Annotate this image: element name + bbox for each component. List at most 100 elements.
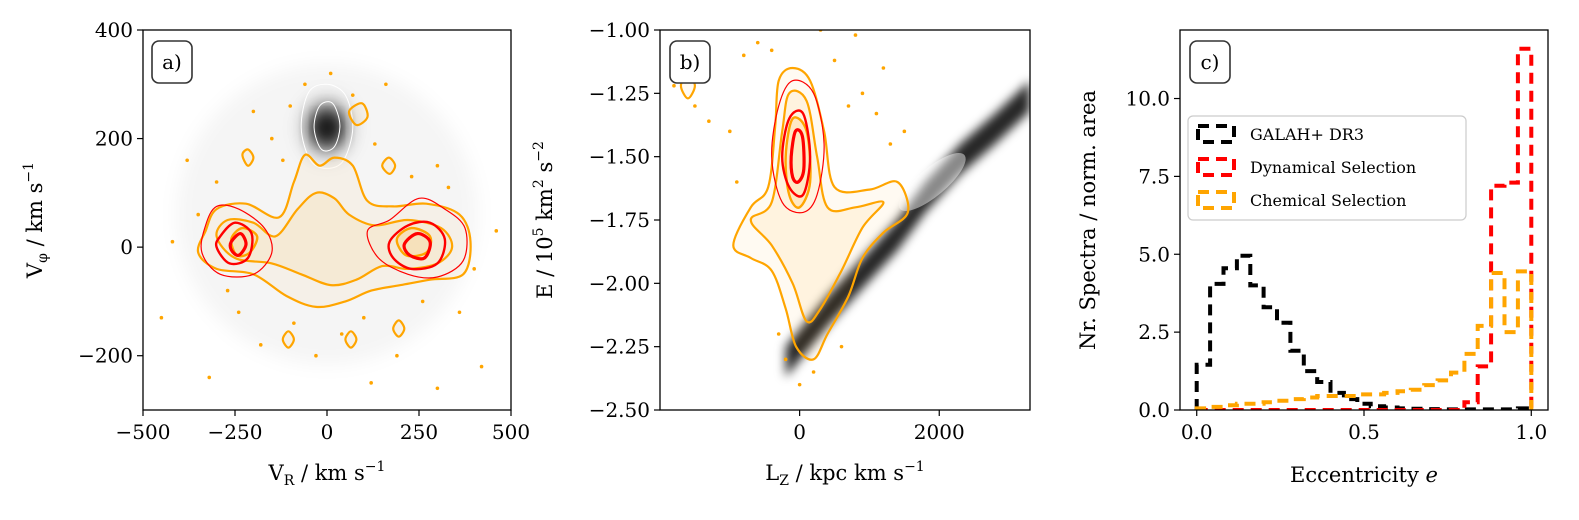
panel-c-x-ticks: 0.0 0.5 1.0 (1181, 410, 1547, 444)
panel-c-tag: c) (1189, 40, 1231, 84)
panel-c-y-tick-label: 5.0 (1138, 242, 1170, 266)
dynamical-contour (366, 197, 468, 279)
chemical-contour (347, 102, 369, 127)
panel-b-y-ticks: −2.50 −2.25 −2.00 −1.75 −1.50 −1.25 −1.00 (589, 18, 660, 422)
chemical-scatter-point (457, 310, 462, 315)
panel-a-dynamical-contours (200, 197, 468, 279)
chemical-contour (281, 330, 295, 349)
halo-contour (300, 83, 354, 169)
panel-b-y-tick-label: −1.75 (589, 208, 650, 232)
halo-contour (313, 101, 341, 152)
chemical-scatter-point (258, 343, 263, 347)
chemical-scatter-point (881, 66, 886, 70)
chemical-scatter-point (672, 83, 676, 88)
chemical-scatter-point (328, 71, 333, 76)
chemical-scatter-point (776, 332, 781, 336)
panel-b-y-tick-label: −2.50 (589, 398, 650, 422)
disk-density-core (898, 152, 966, 212)
panel-c-y-tick-label: 2.5 (1138, 320, 1170, 344)
chemical-scatter-point (755, 40, 760, 45)
panel-b-x-ticks: 0 2000 (793, 410, 965, 444)
chemical-scatter-point (384, 82, 388, 87)
chemical-scatter-point (846, 104, 851, 108)
panel-a-x-tick-label: 500 (492, 420, 530, 444)
chemical-scatter-point (435, 163, 440, 168)
panel-c-y-tick-label: 10.0 (1125, 87, 1170, 111)
panel-c-y-axis-label: Nr. Spectra / norm. area (1076, 90, 1100, 350)
chemical-scatter-point (832, 58, 837, 63)
chemical-scatter-point (860, 91, 865, 96)
chemical-scatter-point (303, 82, 307, 87)
chemical-scatter-point (435, 386, 440, 391)
chemical-scatter-point (409, 174, 414, 179)
panel-c-x-axis-label: Eccentricity e (1290, 463, 1438, 487)
chemical-scatter-point (236, 310, 241, 315)
panel-b-x-tick-label: 2000 (914, 420, 965, 444)
panel-a-plot-area (159, 64, 499, 391)
panel-a-x-tick-label: −500 (116, 420, 171, 444)
panel-c-x-tick-label: 0.5 (1348, 420, 1380, 444)
legend-entries: GALAH+ DR3 Dynamical Selection Chemical Se… (1196, 124, 1416, 210)
legend-swatch (1196, 157, 1236, 177)
panel-a-x-tick-label: −250 (208, 420, 263, 444)
chemical-scatter-point (373, 142, 377, 146)
chemical-scatter-point (159, 315, 164, 320)
chemical-scatter-point (769, 48, 774, 53)
chemical-scatter-point (292, 321, 296, 325)
chemical-scatter-point (350, 93, 355, 97)
chemical-scatter-point (888, 142, 893, 146)
chemical-scatter-point (479, 364, 484, 369)
dynamical-contour (789, 128, 806, 184)
panel-a-y-tick-label: 0 (120, 235, 133, 259)
chemical-scatter-point (853, 33, 858, 37)
legend-label: Dynamical Selection (1250, 158, 1416, 177)
panel-b-y-axis-label: E / 105 km2 s−2 (531, 141, 557, 299)
chemical-scatter-point (420, 299, 425, 304)
disk-density-band (785, 80, 1030, 378)
chemical-scatter-point (288, 104, 293, 108)
histogram-galah-dr3 (1194, 253, 1534, 410)
panel-c-y-tick-label: 7.5 (1138, 164, 1170, 188)
legend-frame (1187, 115, 1467, 221)
dynamical-contour (228, 232, 248, 258)
panel-b-y-tick-label: −2.25 (589, 335, 650, 359)
panel-c-x-tick-label: 1.0 (1515, 420, 1547, 444)
panel-a-y-axis-label: Vφ / km s−1 (21, 162, 51, 279)
legend-label: GALAH+ DR3 (1250, 125, 1364, 144)
panel-c-tag-label: c) (1200, 50, 1219, 74)
chemical-scatter-point (214, 180, 219, 184)
chemical-scatter-point (839, 344, 844, 349)
panel-b-y-tick-label: −1.00 (589, 18, 650, 42)
panel-a-x-tick-label: 250 (400, 420, 438, 444)
chemical-scatter-point (446, 185, 451, 190)
panel-b-tag-label: b) (680, 50, 701, 74)
chemical-contour (241, 148, 255, 167)
chemical-scatter-point (281, 158, 285, 163)
panel-c-y-tick-label: 0.0 (1138, 398, 1170, 422)
chemical-scatter-point (874, 111, 879, 116)
chemical-scatter-point (251, 109, 256, 114)
dynamical-contour (387, 220, 447, 271)
panel-a-tag: a) (151, 40, 193, 84)
panel-a-chemical-contours (196, 102, 472, 349)
chemical-scatter-point (494, 229, 499, 233)
panel-c-y-ticks: 0.0 2.5 5.0 7.5 10.0 (1125, 87, 1180, 422)
panel-c-legend: GALAH+ DR3 Dynamical Selection Chemical Se… (1187, 115, 1467, 221)
chemical-scatter-point (728, 129, 732, 134)
chemical-contour (749, 89, 885, 324)
panel-c: 0.0 0.5 1.0 0.0 2.5 5.0 7.5 10.0 Eccentricity … (1076, 29, 1549, 487)
panel-b-x-axis-label: LZ / kpc km s−1 (765, 459, 924, 489)
panel-b-plot-area (672, 30, 1030, 387)
panel-b-y-tick-label: −1.50 (589, 145, 650, 169)
chemical-scatter-point (362, 315, 366, 320)
panel-a-y-tick-label: 400 (95, 18, 133, 42)
panel-b-scatter-points (672, 30, 907, 387)
chemical-contour (215, 191, 454, 287)
panel-b-tag: b) (669, 40, 711, 84)
chemical-scatter-point (693, 104, 697, 108)
panel-c-histograms (1194, 46, 1534, 410)
panel-a-halo-contours (300, 83, 354, 169)
dynamical-contour (771, 79, 825, 214)
panel-b: 0 2000 −2.50 −2.25 −2.00 −1.75 −1.50 −1.25 −1.0… (531, 18, 1031, 489)
